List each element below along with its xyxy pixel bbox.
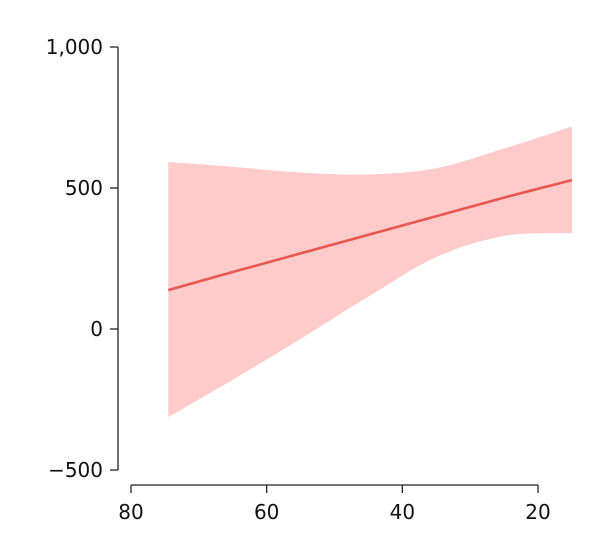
y-tick-label: 1,000 xyxy=(46,35,103,59)
y-tick-label: −500 xyxy=(48,458,103,482)
y-tick-label: 0 xyxy=(90,317,103,341)
x-axis: 80 60 40 20 xyxy=(118,484,551,524)
y-axis: −500 0 500 1,000 xyxy=(46,35,119,482)
x-tick-label: 80 xyxy=(118,500,143,524)
confidence-band xyxy=(168,126,572,417)
x-tick-label: 20 xyxy=(525,500,550,524)
x-tick-label: 40 xyxy=(390,500,415,524)
plot-area xyxy=(167,126,573,417)
y-tick-label: 500 xyxy=(65,176,103,200)
x-tick-label: 60 xyxy=(254,500,279,524)
trend-line xyxy=(167,178,573,292)
